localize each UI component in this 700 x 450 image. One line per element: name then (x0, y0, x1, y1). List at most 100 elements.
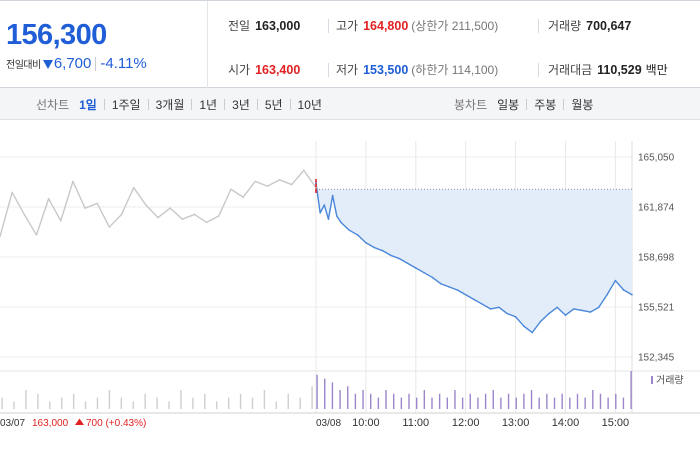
data-point-prev (132, 186, 135, 189)
change-value: 6,700 (53, 55, 92, 72)
data-point-today (473, 298, 475, 301)
change-divider (95, 56, 97, 71)
volume-bar-today (569, 397, 571, 409)
volume-bar-today (561, 393, 563, 409)
volume-bar-prev (84, 401, 87, 409)
data-point-prev (145, 204, 147, 206)
data-point-today (414, 267, 417, 269)
volume-bar-today (584, 397, 586, 409)
tab-divider (526, 98, 528, 110)
data-point-today (319, 212, 321, 214)
candle-tab-daily[interactable]: 일봉 (497, 97, 520, 112)
data-point-today (365, 241, 367, 244)
volume-bar-today (615, 393, 617, 409)
volume-bar-today (446, 397, 448, 409)
volume-bar-today (469, 393, 471, 409)
tab-divider (256, 98, 258, 110)
series-area-today (316, 182, 632, 333)
price-summary: 156,300 전일대비 6,700 -4.11% 전일 163,000 고가 … (0, 0, 700, 88)
change-rate: -4.11% (100, 55, 147, 72)
data-point-today (614, 279, 617, 282)
line-chart-periods: 선차트 1일 1주일 3개월 1년 3년 5년 10년 (36, 88, 322, 120)
tab-divider (147, 98, 149, 110)
volume-bar-prev (227, 397, 230, 409)
volume-bar-today (324, 378, 326, 409)
tab-divider (103, 98, 105, 110)
stat-value: 110,529 (597, 63, 642, 77)
volume-bar-prev (72, 393, 75, 409)
data-point-today (514, 315, 517, 318)
volume-bar-prev (204, 393, 206, 409)
data-point-today (531, 331, 534, 334)
volume-bar-today (423, 390, 426, 409)
stat-volume: 거래량 700,647 (548, 17, 631, 34)
x-label-prev-day: 03/07 (0, 418, 25, 429)
volume-bar-prev (132, 401, 134, 409)
volume-bar-prev (37, 393, 39, 409)
period-tab-3y[interactable]: 3년 (232, 97, 250, 112)
data-point-prev (193, 213, 196, 216)
volume-bar-today (331, 382, 334, 409)
data-point-today (464, 293, 467, 296)
data-point-today (356, 234, 359, 236)
volume-bar-prev (216, 401, 218, 409)
volume-legend-label: 거래량 (656, 375, 684, 387)
stat-open: 시가 163,400 (228, 61, 300, 78)
data-point-prev (217, 215, 220, 217)
x-tick-label: 12:00 (452, 417, 480, 429)
volume-bar-today (362, 390, 364, 409)
data-point-today (406, 262, 409, 265)
data-point-today (423, 271, 425, 274)
candle-tab-weekly[interactable]: 주봉 (534, 97, 557, 112)
data-point-today (489, 308, 492, 310)
volume-bar-prev (61, 397, 63, 409)
stat-label: 거래대금 (548, 63, 593, 77)
period-tab-5y[interactable]: 5년 (264, 97, 283, 112)
stat-divider (538, 63, 539, 77)
stat-low: 저가 153,500 (하한가 114,100) (336, 61, 498, 78)
price-chart[interactable]: 165,050 161,874 158,698 155,521 152,345 거래량 03… (0, 121, 700, 450)
data-point-today (564, 314, 567, 317)
data-point-prev (205, 221, 208, 224)
stat-trade-value: 거래대금 110,529 백만 (548, 61, 668, 78)
period-tab-1d[interactable]: 1일 (79, 97, 97, 112)
stat-prev-close: 전일 163,000 (228, 17, 300, 34)
volume-bar-today (523, 393, 525, 409)
data-point-today (315, 182, 317, 184)
data-point-prev (11, 191, 13, 194)
data-point-today (456, 289, 459, 291)
data-point-today (373, 246, 376, 249)
period-tab-1w[interactable]: 1주일 (111, 97, 141, 112)
volume-bar-prev (251, 397, 254, 409)
data-point-prev (303, 169, 305, 172)
volume-bar-today (553, 397, 556, 409)
data-point-today (498, 306, 500, 309)
data-point-today (597, 306, 600, 309)
volume-bar-today (392, 393, 395, 409)
down-triangle-icon (42, 59, 53, 69)
volume-bar-today (592, 390, 594, 409)
period-tab-3m[interactable]: 3개월 (155, 97, 185, 112)
y-tick-label: 165,050 (638, 153, 675, 164)
upper-limit-note: (상한가 211,500) (411, 19, 499, 33)
x-label-today: 03/08 (316, 418, 341, 429)
data-point-today (340, 221, 342, 224)
y-tick-label: 152,345 (638, 353, 675, 364)
volume-bar-today (316, 374, 318, 409)
period-tab-10y[interactable]: 10년 (297, 97, 322, 112)
stat-unit: 백만 (645, 63, 668, 77)
candle-chart-label: 봉차트 (454, 97, 488, 112)
y-tick-label: 158,698 (638, 253, 675, 264)
volume-bar-prev (25, 390, 27, 409)
data-point-today (331, 194, 334, 197)
volume-bar-today (408, 393, 410, 409)
volume-bar-prev (96, 397, 99, 409)
volume-bar-prev (299, 397, 301, 409)
data-point-prev (72, 180, 74, 183)
candle-tab-monthly[interactable]: 월봉 (571, 97, 594, 112)
volume-bar-prev (168, 401, 170, 409)
data-point-today (327, 218, 330, 220)
data-point-prev (290, 183, 293, 186)
period-tab-1y[interactable]: 1년 (199, 97, 218, 112)
x-tick-label: 13:00 (502, 417, 530, 429)
